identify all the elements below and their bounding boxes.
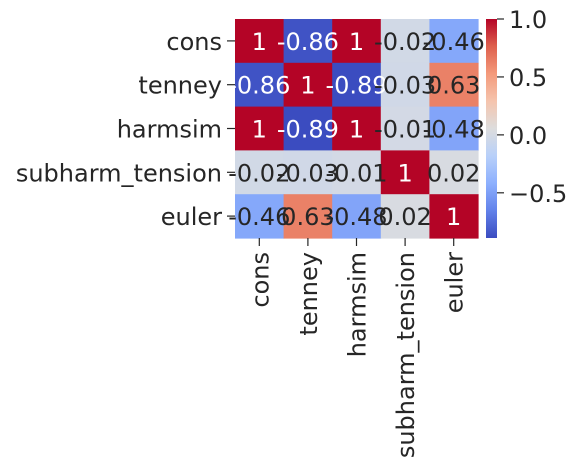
colorbar-tick-label: 0.0	[509, 122, 547, 150]
heatmap-cell	[429, 62, 479, 108]
heatmap-cell	[429, 194, 479, 239]
y-tick-label: subharm_tension	[16, 159, 222, 187]
x-tick-label: tenney	[295, 252, 323, 336]
cell-value-label: 1	[252, 28, 267, 56]
cell-annotations: 1 -0.86 1 -0.02-0.46-0.86 1 -0.89-0.030.631 -0…	[228, 28, 485, 231]
x-tick-label: euler	[441, 252, 469, 313]
cell-value-label: -0.46	[423, 28, 485, 56]
cell-value-label: -0.01	[325, 159, 387, 187]
heatmap-cell	[429, 150, 479, 195]
y-tick-label: cons	[166, 28, 222, 56]
heatmap-cell	[283, 19, 333, 64]
heatmap-cell	[283, 106, 333, 151]
y-tick-label: harmsim	[117, 116, 222, 144]
cell-value-label: -0.03	[374, 72, 436, 100]
cell-value-label: 1	[397, 159, 412, 187]
heatmap-cell	[283, 194, 333, 239]
x-tick-label: harmsim	[344, 252, 372, 357]
x-tick-label: cons	[246, 252, 274, 308]
colorbar-tick-label: 1.0	[509, 6, 547, 34]
cell-value-label: 0.02	[427, 159, 480, 187]
heatmap-cell	[380, 106, 430, 151]
heatmap-cell	[235, 62, 285, 108]
cell-value-label: -0.48	[325, 203, 387, 231]
heatmap-cell	[332, 19, 382, 64]
cell-value-label: 0.63	[427, 72, 480, 100]
heatmap-cell	[283, 150, 333, 195]
heatmap-cell	[380, 150, 430, 195]
cell-value-label: 1	[349, 116, 364, 144]
heatmap-cell	[332, 150, 382, 195]
heatmap-cell	[332, 194, 382, 239]
cell-value-label: -0.46	[228, 203, 290, 231]
x-tick-label: subharm_tension	[392, 252, 420, 458]
cell-value-label: -0.03	[277, 159, 339, 187]
cell-value-label: -0.02	[228, 159, 290, 187]
heatmap-cell	[380, 62, 430, 108]
colorbar-tick-label: 0.5	[509, 64, 547, 92]
cell-value-label: -0.01	[374, 116, 436, 144]
cell-value-label: -0.48	[423, 116, 485, 144]
cell-value-label: 0.63	[281, 203, 334, 231]
cell-value-label: 0.02	[378, 203, 431, 231]
heatmap-cells	[235, 19, 479, 239]
cell-value-label: 1	[252, 116, 267, 144]
heatmap-cell	[429, 19, 479, 64]
heatmap-cell	[332, 106, 382, 151]
colorbar-tick-label: −0.5	[509, 180, 567, 208]
cell-value-label: -0.89	[277, 116, 339, 144]
heatmap-cell	[283, 62, 333, 108]
cell-value-label: -0.86	[228, 72, 290, 100]
cell-value-label: 1	[446, 203, 461, 231]
cell-value-label: 1	[349, 28, 364, 56]
heatmap-cell	[429, 106, 479, 151]
heatmap-cell	[235, 194, 285, 239]
heatmap-cell	[235, 106, 285, 151]
colorbar	[486, 19, 497, 238]
y-tick-label: tenney	[138, 72, 222, 100]
cell-value-label: 1	[300, 72, 315, 100]
heatmap-cell	[380, 194, 430, 239]
cell-value-label: -0.02	[374, 28, 436, 56]
cell-value-label: -0.89	[325, 72, 387, 100]
cell-value-label: -0.86	[277, 28, 339, 56]
heatmap-cell	[380, 19, 430, 64]
heatmap-cell	[235, 19, 285, 64]
heatmap-cell	[235, 150, 285, 195]
heatmap-cell	[332, 62, 382, 108]
y-tick-label: euler	[161, 203, 222, 231]
x-tick-labels: cons tenney harmsim subharm_tension euler	[246, 238, 469, 458]
colorbar-ticks: 1.0 0.5 0.0 −0.5	[497, 6, 567, 208]
